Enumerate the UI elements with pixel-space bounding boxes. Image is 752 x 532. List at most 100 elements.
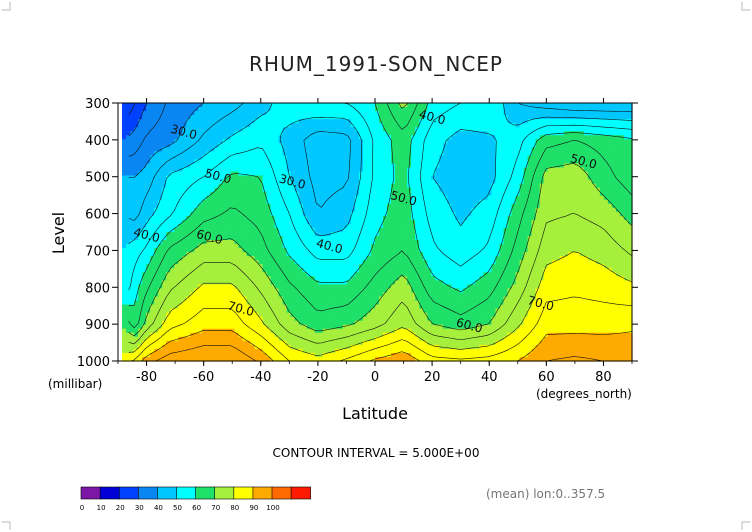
- heatmap-cell: [607, 171, 613, 177]
- heatmap-cell: [391, 215, 396, 221]
- heatmap-cell: [242, 223, 248, 229]
- heatmap-cell: [306, 207, 312, 213]
- heatmap-cell: [230, 195, 236, 201]
- heatmap-cell: [599, 244, 605, 249]
- heatmap-cell: [338, 123, 344, 128]
- heatmap-cell: [370, 119, 376, 124]
- heatmap-cell: [214, 107, 219, 112]
- heatmap-cell: [443, 127, 448, 132]
- heatmap-cell: [122, 167, 127, 173]
- heatmap-cell: [615, 155, 621, 161]
- heatmap-cell: [130, 195, 135, 201]
- heatmap-cell: [535, 252, 541, 257]
- heatmap-cell: [150, 211, 155, 217]
- heatmap-cell: [535, 103, 541, 108]
- heatmap-cell: [134, 127, 139, 132]
- heatmap-cell: [254, 175, 260, 181]
- heatmap-cell: [515, 252, 521, 257]
- heatmap-cell: [567, 199, 573, 205]
- heatmap-cell: [338, 119, 344, 124]
- heatmap-cell: [451, 195, 456, 201]
- heatmap-cell: [467, 187, 472, 193]
- heatmap-cell: [559, 236, 565, 241]
- heatmap-cell: [282, 171, 288, 177]
- heatmap-cell: [591, 219, 597, 225]
- heatmap-cell: [322, 187, 328, 193]
- heatmap-cell: [274, 252, 280, 257]
- heatmap-cell: [579, 179, 585, 185]
- heatmap-cell: [443, 203, 448, 209]
- heatmap-cell: [262, 260, 268, 265]
- heatmap-cell: [551, 199, 557, 205]
- heatmap-cell: [290, 159, 296, 165]
- heatmap-cell: [375, 203, 380, 209]
- heatmap-cell: [230, 103, 236, 108]
- heatmap-cell: [314, 211, 320, 217]
- heatmap-cell: [527, 227, 533, 233]
- heatmap-cell: [619, 151, 625, 157]
- heatmap-cell: [539, 219, 545, 225]
- heatmap-cell: [190, 244, 195, 249]
- heatmap-cell: [535, 143, 541, 148]
- heatmap-cell: [603, 252, 609, 257]
- heatmap-cell: [162, 236, 167, 241]
- heatmap-cell: [242, 107, 248, 112]
- heatmap-cell: [190, 215, 195, 221]
- heatmap-cell: [166, 119, 171, 124]
- heatmap-cell: [174, 107, 179, 112]
- heatmap-cell: [619, 107, 625, 112]
- heatmap-cell: [519, 203, 525, 209]
- heatmap-cell: [238, 131, 244, 136]
- heatmap-cell: [306, 219, 312, 225]
- heatmap-cell: [338, 151, 344, 157]
- heatmap-cell: [527, 167, 533, 173]
- heatmap-cell: [182, 103, 187, 108]
- heatmap-cell: [455, 159, 460, 165]
- heatmap-cell: [362, 167, 368, 173]
- heatmap-cell: [298, 159, 304, 165]
- heatmap-cell: [266, 151, 272, 157]
- heatmap-cell: [615, 135, 621, 140]
- heatmap-cell: [334, 252, 340, 257]
- heatmap-cell: [350, 143, 356, 148]
- heatmap-cell: [166, 135, 171, 140]
- heatmap-cell: [346, 143, 352, 148]
- heatmap-cell: [419, 151, 424, 157]
- heatmap-cell: [314, 135, 320, 140]
- heatmap-cell: [246, 195, 252, 201]
- heatmap-cell: [487, 119, 493, 124]
- heatmap-cell: [334, 183, 340, 189]
- heatmap-cell: [607, 248, 613, 253]
- heatmap-cell: [242, 127, 248, 132]
- heatmap-cell: [214, 199, 219, 205]
- heatmap-cell: [607, 211, 613, 217]
- heatmap-cell: [362, 187, 368, 193]
- heatmap-cell: [318, 191, 324, 197]
- heatmap-cell: [230, 215, 236, 221]
- heatmap-cell: [334, 119, 340, 124]
- heatmap-cell: [463, 159, 468, 165]
- heatmap-cell: [527, 223, 533, 229]
- heatmap-cell: [555, 143, 561, 148]
- heatmap-cell: [334, 103, 340, 108]
- heatmap-cell: [563, 175, 569, 181]
- heatmap-cell: [587, 167, 593, 173]
- heatmap-cell: [130, 187, 135, 193]
- heatmap-cell: [571, 163, 577, 169]
- heatmap-cell: [330, 139, 336, 144]
- heatmap-cell: [523, 215, 529, 221]
- heatmap-cell: [230, 151, 236, 157]
- heatmap-cell: [423, 203, 428, 209]
- heatmap-cell: [358, 171, 364, 177]
- heatmap-cell: [391, 111, 396, 116]
- heatmap-cell: [403, 143, 408, 148]
- heatmap-cell: [222, 232, 228, 237]
- heatmap-cell: [459, 155, 464, 161]
- heatmap-cell: [274, 175, 280, 181]
- heatmap-cell: [395, 103, 400, 108]
- heatmap-cell: [202, 103, 207, 108]
- heatmap-cell: [547, 147, 553, 152]
- heatmap-cell: [358, 139, 364, 144]
- heatmap-cell: [290, 240, 296, 245]
- heatmap-cell: [282, 131, 288, 136]
